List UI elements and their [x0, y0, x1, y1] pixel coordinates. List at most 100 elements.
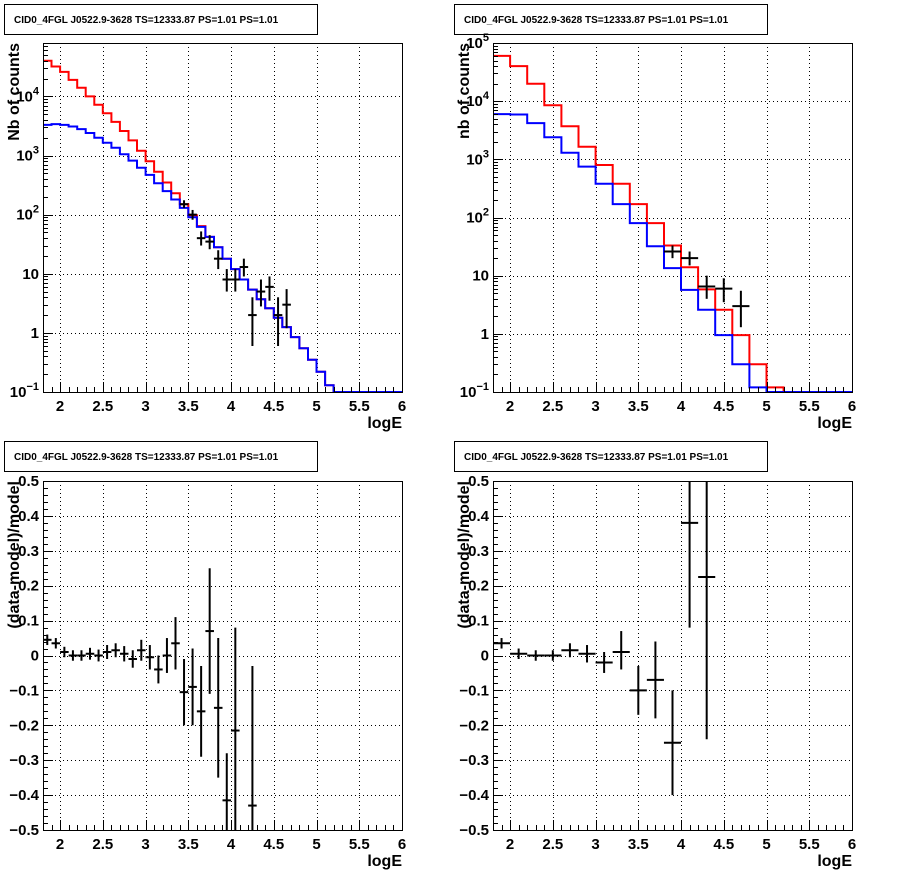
- x-tick-label: 5: [312, 836, 320, 853]
- y-tick-label: −0.2: [9, 717, 39, 734]
- x-tick-label: 5.5: [799, 836, 820, 853]
- y-tick-exponent: −1: [476, 381, 489, 393]
- data-point: [196, 231, 206, 246]
- y-tick-label: 1: [31, 325, 39, 342]
- title-box: [4, 4, 318, 35]
- y-tick-exponent: 4: [33, 85, 40, 97]
- y-tick-label: −0.4: [9, 787, 39, 804]
- chart-panel-3: CID0_4FGL J0522.9-3628 TS=12333.87 PS=1.…: [4, 441, 406, 870]
- data-point: [646, 641, 664, 719]
- data-point: [715, 278, 733, 303]
- data-point: [205, 568, 214, 694]
- data-point: [60, 646, 69, 658]
- title-box: [454, 441, 768, 472]
- y-tick-label: 10: [472, 268, 489, 285]
- x-tick-label: 3: [591, 836, 599, 853]
- x-tick-label: 2.5: [92, 398, 113, 415]
- x-tick-label: 2: [506, 398, 514, 415]
- y-tick-label: 10: [22, 266, 39, 283]
- y-axis-label: Nb of counts: [6, 43, 23, 141]
- x-tick-label: 3.5: [628, 398, 649, 415]
- x-axis-label: logE: [367, 853, 402, 870]
- data-point: [578, 645, 596, 663]
- data-point: [681, 481, 699, 628]
- y-tick-label: 0.3: [18, 543, 39, 560]
- x-tick-label: 4: [227, 398, 236, 415]
- data-point: [128, 650, 138, 668]
- data-point: [273, 297, 283, 346]
- y-tick-label: 0.5: [18, 473, 39, 490]
- data-point: [239, 258, 249, 277]
- data-point: [248, 297, 257, 346]
- title-box: [4, 441, 318, 472]
- data-point: [145, 645, 155, 670]
- title-box: [454, 4, 768, 35]
- chart-title: CID0_4FGL J0522.9-3628 TS=12333.87 PS=1.…: [464, 452, 729, 463]
- data-point: [222, 269, 232, 292]
- data-point: [213, 250, 223, 270]
- y-tick-label: 0.1: [468, 613, 489, 630]
- y-tick-exponent: 3: [483, 148, 489, 160]
- data-point: [510, 648, 528, 659]
- data-point: [102, 645, 112, 659]
- y-tick-label: −0.4: [459, 787, 489, 804]
- data-point: [248, 665, 257, 830]
- x-tick-label: 4.5: [263, 836, 284, 853]
- x-tick-label: 3.5: [178, 398, 199, 415]
- x-tick-label: 6: [398, 836, 406, 853]
- y-tick-label: 0.5: [468, 473, 489, 490]
- x-tick-label: 5: [312, 398, 320, 415]
- data-point: [282, 289, 291, 329]
- x-axis-ticks: [502, 382, 853, 392]
- data-point: [179, 200, 189, 208]
- x-tick-label: 2.5: [92, 836, 113, 853]
- x-tick-label: 2.5: [542, 836, 563, 853]
- chart-title: CID0_4FGL J0522.9-3628 TS=12333.87 PS=1.…: [14, 452, 279, 463]
- data-point: [698, 481, 716, 740]
- y-tick-label: 0: [481, 648, 489, 665]
- y-tick-exponent: 5: [483, 32, 489, 44]
- x-tick-label: 3: [141, 398, 149, 415]
- x-axis-label: logE: [817, 415, 852, 432]
- x-tick-label: 3.5: [628, 836, 649, 853]
- y-axis-label: (data-model)/model: [6, 481, 23, 629]
- data-point: [561, 643, 579, 658]
- x-tick-label: 3: [591, 398, 599, 415]
- chart-panel-2: CID0_4FGL J0522.9-3628 TS=12333.87 PS=1.…: [454, 4, 856, 432]
- data-point: [663, 245, 682, 259]
- data-point: [213, 638, 223, 778]
- y-axis-ticks: [493, 481, 503, 831]
- x-tick-label: 2: [506, 836, 514, 853]
- y-tick-label: 1: [481, 326, 489, 343]
- data-point: [43, 634, 52, 646]
- x-tick-label: 5.5: [349, 398, 370, 415]
- y-tick-label: 0.4: [468, 508, 490, 525]
- x-tick-label: 4.5: [713, 836, 734, 853]
- x-tick-label: 5: [762, 398, 770, 415]
- y-tick-exponent: 2: [33, 204, 39, 216]
- data-point: [188, 648, 197, 726]
- histogram-series-blue: [493, 113, 852, 393]
- x-tick-label: 4: [677, 836, 686, 853]
- data-point: [85, 647, 95, 660]
- chart-panel-4: CID0_4FGL J0522.9-3628 TS=12333.87 PS=1.…: [454, 441, 856, 870]
- y-tick-label: −0.5: [9, 822, 39, 839]
- y-tick-label: −0.1: [9, 682, 39, 699]
- y-tick-exponent: 4: [483, 90, 490, 102]
- y-tick-label: 0.2: [18, 578, 39, 595]
- x-tick-label: 2: [56, 836, 64, 853]
- y-tick-exponent: −1: [26, 381, 39, 393]
- data-point: [68, 650, 78, 661]
- y-tick-label: −0.1: [459, 682, 489, 699]
- y-tick-label: 0.4: [18, 508, 40, 525]
- x-tick-label: 6: [398, 398, 406, 415]
- data-point: [179, 658, 189, 726]
- data-point: [137, 639, 146, 661]
- data-point: [595, 652, 613, 673]
- data-point: [94, 649, 103, 662]
- y-axis-ticks: [43, 46, 53, 393]
- y-tick-label: −0.3: [459, 752, 489, 769]
- x-tick-label: 3: [141, 836, 149, 853]
- data-point: [171, 617, 180, 670]
- data-point: [222, 753, 232, 830]
